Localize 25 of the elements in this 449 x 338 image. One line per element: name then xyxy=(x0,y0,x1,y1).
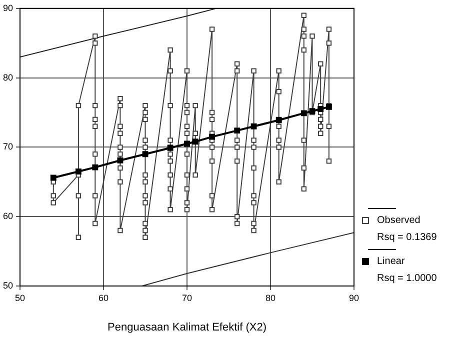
point xyxy=(117,157,124,164)
point xyxy=(92,164,98,170)
point xyxy=(75,168,82,174)
text: Rsq = 0.1369 xyxy=(377,232,437,243)
x-tick-label: 90 xyxy=(348,292,359,303)
point xyxy=(318,106,324,112)
y-tick-label: 80 xyxy=(2,72,14,82)
point xyxy=(300,110,307,116)
y-tick-label: 70 xyxy=(2,142,14,152)
legend-label: Observed xyxy=(377,215,420,226)
legend-label: Linear xyxy=(377,256,405,267)
x-tick-label: 80 xyxy=(265,292,276,303)
y-tick-label: 60 xyxy=(2,211,14,222)
y-tick-label: 90 xyxy=(2,2,14,13)
x-axis-title: Penguasaan Kalimat Efektif (X2) xyxy=(108,321,266,334)
point xyxy=(184,140,190,147)
x-tick-label: 60 xyxy=(98,292,109,303)
point xyxy=(192,138,198,145)
point xyxy=(209,134,216,140)
y-tick-label: 50 xyxy=(2,280,14,290)
x-tick-label: 50 xyxy=(15,292,26,303)
point xyxy=(50,174,56,181)
x-tick-label: 70 xyxy=(182,292,192,303)
point xyxy=(234,128,240,134)
text: Rsq = 1.0000 xyxy=(377,273,437,284)
